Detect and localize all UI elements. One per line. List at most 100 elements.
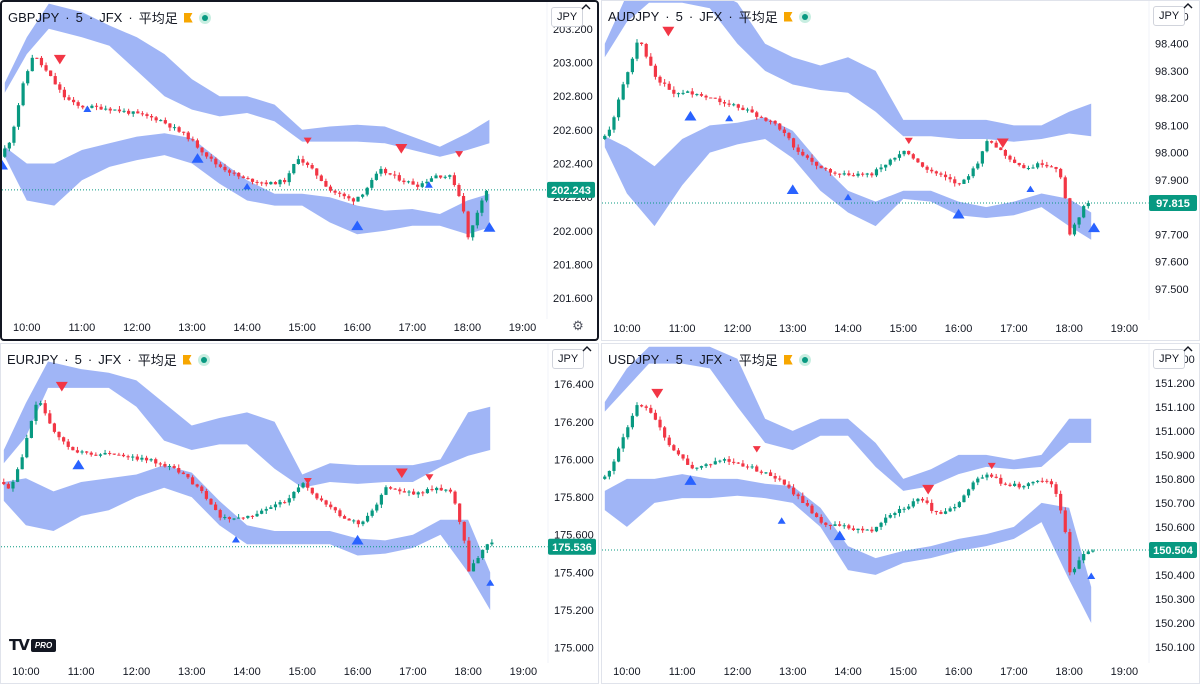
candle-body — [443, 176, 447, 178]
band-upper-ribbon — [604, 346, 1092, 491]
currency-button[interactable]: JPY — [551, 7, 584, 27]
chart-canvas[interactable]: 151.200 151.100 151.000 150.900 150.800 150.7… — [602, 344, 1199, 683]
candle — [686, 90, 690, 93]
candle — [1054, 481, 1058, 497]
buy-signal-marker — [777, 517, 786, 524]
flag-icon[interactable] — [783, 11, 793, 22]
chart-canvas[interactable]: 203.200203.000202.800202.600202.400202.2… — [2, 2, 597, 339]
candle-body — [237, 172, 241, 177]
candle — [62, 436, 66, 445]
candle — [1017, 481, 1021, 490]
chart-canvas[interactable]: 98.400 98.300 98.200 98.100 98.000 97.900 97.8… — [602, 1, 1199, 340]
interval-label[interactable]: 5 — [675, 9, 683, 24]
legend-separator: · — [128, 10, 133, 25]
price-tick-label: 98.100 — [1155, 120, 1189, 132]
candle — [893, 511, 897, 519]
candle — [953, 503, 957, 512]
candle — [260, 508, 264, 515]
symbol-legend[interactable]: USDJPY · 5 · JFX · 平均足 — [608, 350, 811, 369]
candle-body — [957, 183, 961, 185]
candle-body — [434, 175, 438, 179]
candle-body — [89, 452, 93, 455]
candle-body — [85, 451, 89, 453]
candle-body — [902, 508, 906, 510]
candle-body — [44, 65, 48, 71]
chart-canvas[interactable]: 176.400 176.200 176.000 175.800 175.600 175.4… — [1, 344, 598, 683]
candle-body — [429, 178, 434, 182]
band-upper-ribbon — [604, 1, 1092, 142]
candle-body — [292, 491, 296, 499]
collapse-chevron-icon[interactable] — [582, 344, 592, 354]
chart-pane-1[interactable]: 203.200 203.000 202.800 202.600 202.400 202.2… — [0, 0, 599, 341]
flag-icon[interactable] — [182, 354, 192, 365]
sell-signal-marker — [987, 462, 996, 470]
currency-button[interactable]: JPY — [1153, 349, 1186, 369]
candle — [485, 543, 489, 554]
symbol-legend[interactable]: GBPJPY · 5 · JFX · 平均足 — [8, 8, 211, 27]
candle-body — [1072, 568, 1077, 573]
collapse-chevron-icon[interactable] — [1183, 1, 1193, 11]
candle-body — [7, 142, 11, 149]
candle — [411, 178, 415, 185]
candle — [136, 109, 140, 114]
candle-body — [934, 171, 938, 174]
candle-body — [1059, 168, 1063, 178]
candle-body — [999, 477, 1003, 484]
candle-body — [916, 158, 920, 163]
interval-label[interactable]: 5 — [74, 352, 82, 367]
collapse-chevron-icon[interactable] — [1183, 344, 1193, 354]
candle-body — [260, 182, 264, 184]
candle — [458, 503, 462, 525]
candle-body — [1082, 554, 1086, 561]
candle — [1086, 200, 1090, 209]
candle-body — [681, 92, 685, 94]
flag-icon[interactable] — [183, 12, 193, 23]
candle — [283, 500, 287, 504]
candle-body — [907, 506, 911, 509]
candle-body — [62, 89, 66, 98]
currency-button[interactable]: JPY — [1153, 6, 1186, 26]
candle — [1036, 480, 1040, 484]
symbol-legend[interactable]: AUDJPY · 5 · JFX · 平均足 — [608, 7, 811, 26]
symbol-name[interactable]: EURJPY — [7, 352, 59, 367]
candle-body — [966, 489, 971, 496]
buy-signal-marker — [1026, 185, 1035, 193]
interval-label[interactable]: 5 — [675, 352, 683, 367]
candle — [663, 79, 667, 87]
currency-button[interactable]: JPY — [552, 349, 585, 369]
candle — [1031, 481, 1035, 486]
candle — [370, 508, 374, 518]
chart-pane-3[interactable]: 176.400 176.200 176.000 175.800 175.600 175.4… — [0, 343, 599, 684]
price-tick-label: 175.200 — [554, 605, 594, 617]
candle — [741, 460, 745, 467]
candle — [140, 454, 144, 462]
symbol-name[interactable]: USDJPY — [608, 352, 660, 367]
candle — [1008, 154, 1012, 163]
tradingview-logo[interactable]: TV PRO — [9, 636, 57, 654]
candle-body — [962, 495, 966, 503]
pro-badge: PRO — [30, 638, 57, 652]
candle-body — [29, 420, 33, 438]
flag-icon[interactable] — [783, 354, 793, 365]
chart-pane-4[interactable]: 151.200 151.100 151.000 150.900 150.800 150.7… — [601, 343, 1200, 684]
candle — [745, 464, 750, 470]
chart-pane-2[interactable]: 98.400 98.300 98.200 98.100 98.000 97.900 97.8… — [601, 0, 1200, 341]
collapse-chevron-icon[interactable] — [581, 2, 591, 12]
candle-body — [865, 173, 869, 175]
interval-label[interactable]: 5 — [75, 10, 83, 25]
candle-body — [1026, 483, 1031, 487]
candle — [356, 519, 360, 528]
symbol-name[interactable]: GBPJPY — [8, 10, 60, 25]
candle-body — [117, 454, 121, 456]
symbol-name[interactable]: AUDJPY — [608, 9, 660, 24]
candle-body — [778, 478, 782, 480]
candle-body — [870, 173, 874, 176]
symbol-legend[interactable]: EURJPY · 5 · JFX · 平均足 — [7, 350, 210, 369]
candle-body — [411, 181, 415, 185]
candle — [159, 119, 163, 122]
last-price-tag — [1149, 541, 1197, 558]
candle — [305, 161, 310, 168]
settings-gear-icon[interactable]: ⚙ — [572, 318, 584, 333]
candle-body — [612, 117, 616, 130]
candle-body — [819, 517, 823, 523]
